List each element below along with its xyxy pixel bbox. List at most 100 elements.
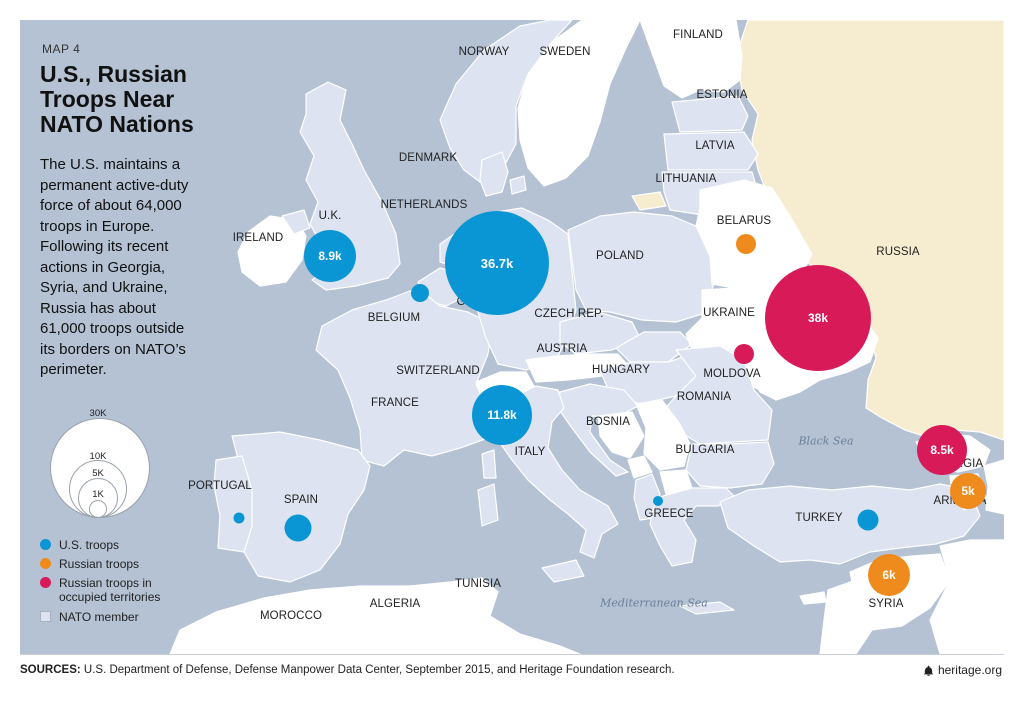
- label-belarus: BELARUS: [716, 215, 772, 227]
- region-sicily: [541, 559, 585, 583]
- region-france: [315, 287, 493, 467]
- label-black-sea: Black Sea: [798, 434, 854, 448]
- map-title: U.S., Russian Troops Near NATO Nations: [40, 61, 194, 137]
- legend-dot-us: [40, 539, 51, 550]
- sources-note: SOURCES: U.S. Department of Defense, Def…: [20, 664, 675, 676]
- label-bosnia: BOSNIA: [585, 416, 631, 428]
- region-denmark: [479, 151, 509, 197]
- legend-russian-occupied: Russian troops in occupied territories: [40, 576, 185, 604]
- label-belgium: BELGIUM: [367, 312, 421, 324]
- bubble-syria: 6k: [868, 554, 910, 596]
- region-spain: [231, 431, 371, 583]
- region-portugal: [213, 455, 253, 553]
- region-cyprus: [799, 591, 827, 605]
- label-syria: SYRIA: [868, 598, 904, 610]
- region-latvia: [663, 131, 759, 171]
- size-ring-1k: [89, 500, 107, 518]
- brand: heritage.org: [923, 663, 1002, 677]
- label-moldova: MOLDOVA: [703, 368, 761, 380]
- legend-dot-russian: [40, 558, 51, 569]
- region-bulgaria: [685, 441, 775, 489]
- region-northern-ireland: [281, 209, 311, 235]
- label-norway: NORWAY: [458, 46, 510, 58]
- sources-label: SOURCES:: [20, 664, 81, 676]
- region-crete: [679, 601, 735, 615]
- region-slovenia-croatia: [557, 383, 639, 477]
- map: FINLAND NORWAY SWEDEN ESTONIA LATVIA LIT…: [20, 20, 1004, 654]
- label-latvia: LATVIA: [695, 140, 735, 152]
- region-azerbaijan: [983, 459, 1004, 515]
- bubble-georgia: 8.5k: [917, 425, 967, 475]
- label-turkey: TURKEY: [795, 512, 843, 524]
- region-levant: [819, 579, 873, 654]
- region-turkey: [719, 483, 981, 565]
- bubble-armenia: 5k: [950, 473, 986, 509]
- bubble-belarus: [736, 234, 756, 254]
- label-austria: AUSTRIA: [536, 343, 588, 355]
- region-north-africa: [169, 577, 581, 654]
- region-zealand: [509, 175, 527, 195]
- label-uk: U.K.: [318, 210, 342, 222]
- label-sweden: SWEDEN: [539, 46, 591, 58]
- label-bulgaria: BULGARIA: [675, 444, 735, 456]
- label-mediterranean-sea: Mediterranean Sea: [600, 596, 708, 610]
- legend-label-russian: Russian troops: [59, 557, 140, 571]
- legend-us-troops: U.S. troops: [40, 538, 119, 552]
- region-iraq-iran: [929, 539, 1004, 654]
- map-number: MAP 4: [42, 42, 81, 56]
- bubble-germany: 36.7k: [445, 211, 549, 315]
- region-kaliningrad: [631, 191, 667, 211]
- bubble-uk: 8.9k: [304, 230, 356, 282]
- region-poland: [567, 211, 715, 323]
- legend-dot-russian-occupied: [40, 577, 51, 588]
- label-romania: ROMANIA: [676, 391, 732, 403]
- legend-label-russian-occupied: Russian troops in occupied territories: [59, 576, 161, 604]
- region-serbia: [635, 399, 691, 471]
- legend-label-nato: NATO member: [59, 610, 139, 624]
- label-france: FRANCE: [371, 397, 419, 409]
- sources-text: U.S. Department of Defense, Defense Manp…: [83, 664, 675, 676]
- size-legend: 30K 10K 5K 1K: [48, 408, 158, 526]
- label-portugal: PORTUGAL: [188, 480, 252, 492]
- size-label-1k: 1K: [92, 489, 104, 500]
- label-poland: POLAND: [596, 250, 644, 262]
- size-label-30k: 30K: [89, 408, 107, 419]
- label-hungary: HUNGARY: [592, 364, 650, 376]
- label-algeria: ALGERIA: [369, 598, 421, 610]
- legend-swatch-nato: [40, 611, 51, 622]
- label-czech: CZECH REP.: [534, 308, 604, 320]
- region-corsica: [481, 449, 497, 479]
- size-label-10k: 10K: [89, 451, 107, 462]
- region-sweden: [517, 20, 641, 187]
- bubble-ukraine: 38k: [765, 265, 871, 371]
- bubble-greece: [653, 496, 663, 506]
- label-ireland: IRELAND: [232, 232, 284, 244]
- region-sardinia: [477, 483, 499, 527]
- label-tunisia: TUNISIA: [454, 578, 502, 590]
- size-label-5k: 5K: [92, 468, 104, 479]
- bubble-turkey: [857, 509, 879, 531]
- label-morocco: MOROCCO: [259, 610, 323, 622]
- footer-divider: [20, 654, 1004, 655]
- bubble-spain: [284, 514, 312, 542]
- label-ukraine: UKRAINE: [703, 307, 755, 319]
- map-description: The U.S. maintains a permanent active-du…: [40, 156, 189, 378]
- brand-text: heritage.org: [937, 663, 1002, 677]
- legend-nato-member: NATO member: [40, 610, 139, 624]
- region-montenegro: [627, 455, 653, 479]
- label-spain: SPAIN: [283, 494, 319, 506]
- label-lithuania: LITHUANIA: [655, 173, 717, 185]
- bubble-belgium: [411, 284, 429, 302]
- region-greece: [649, 487, 737, 567]
- bubble-moldova: [734, 344, 754, 364]
- bubble-portugal: [233, 512, 245, 524]
- region-estonia: [671, 95, 749, 133]
- label-netherlands: NETHERLANDS: [380, 199, 468, 211]
- label-denmark: DENMARK: [398, 152, 458, 164]
- label-finland: FINLAND: [673, 29, 723, 41]
- bubble-italy: 11.8k: [472, 385, 532, 445]
- label-russia: RUSSIA: [876, 246, 920, 258]
- label-estonia: ESTONIA: [696, 89, 748, 101]
- legend-russian-troops: Russian troops: [40, 557, 139, 571]
- label-switzerland: SWITZERLAND: [396, 365, 480, 377]
